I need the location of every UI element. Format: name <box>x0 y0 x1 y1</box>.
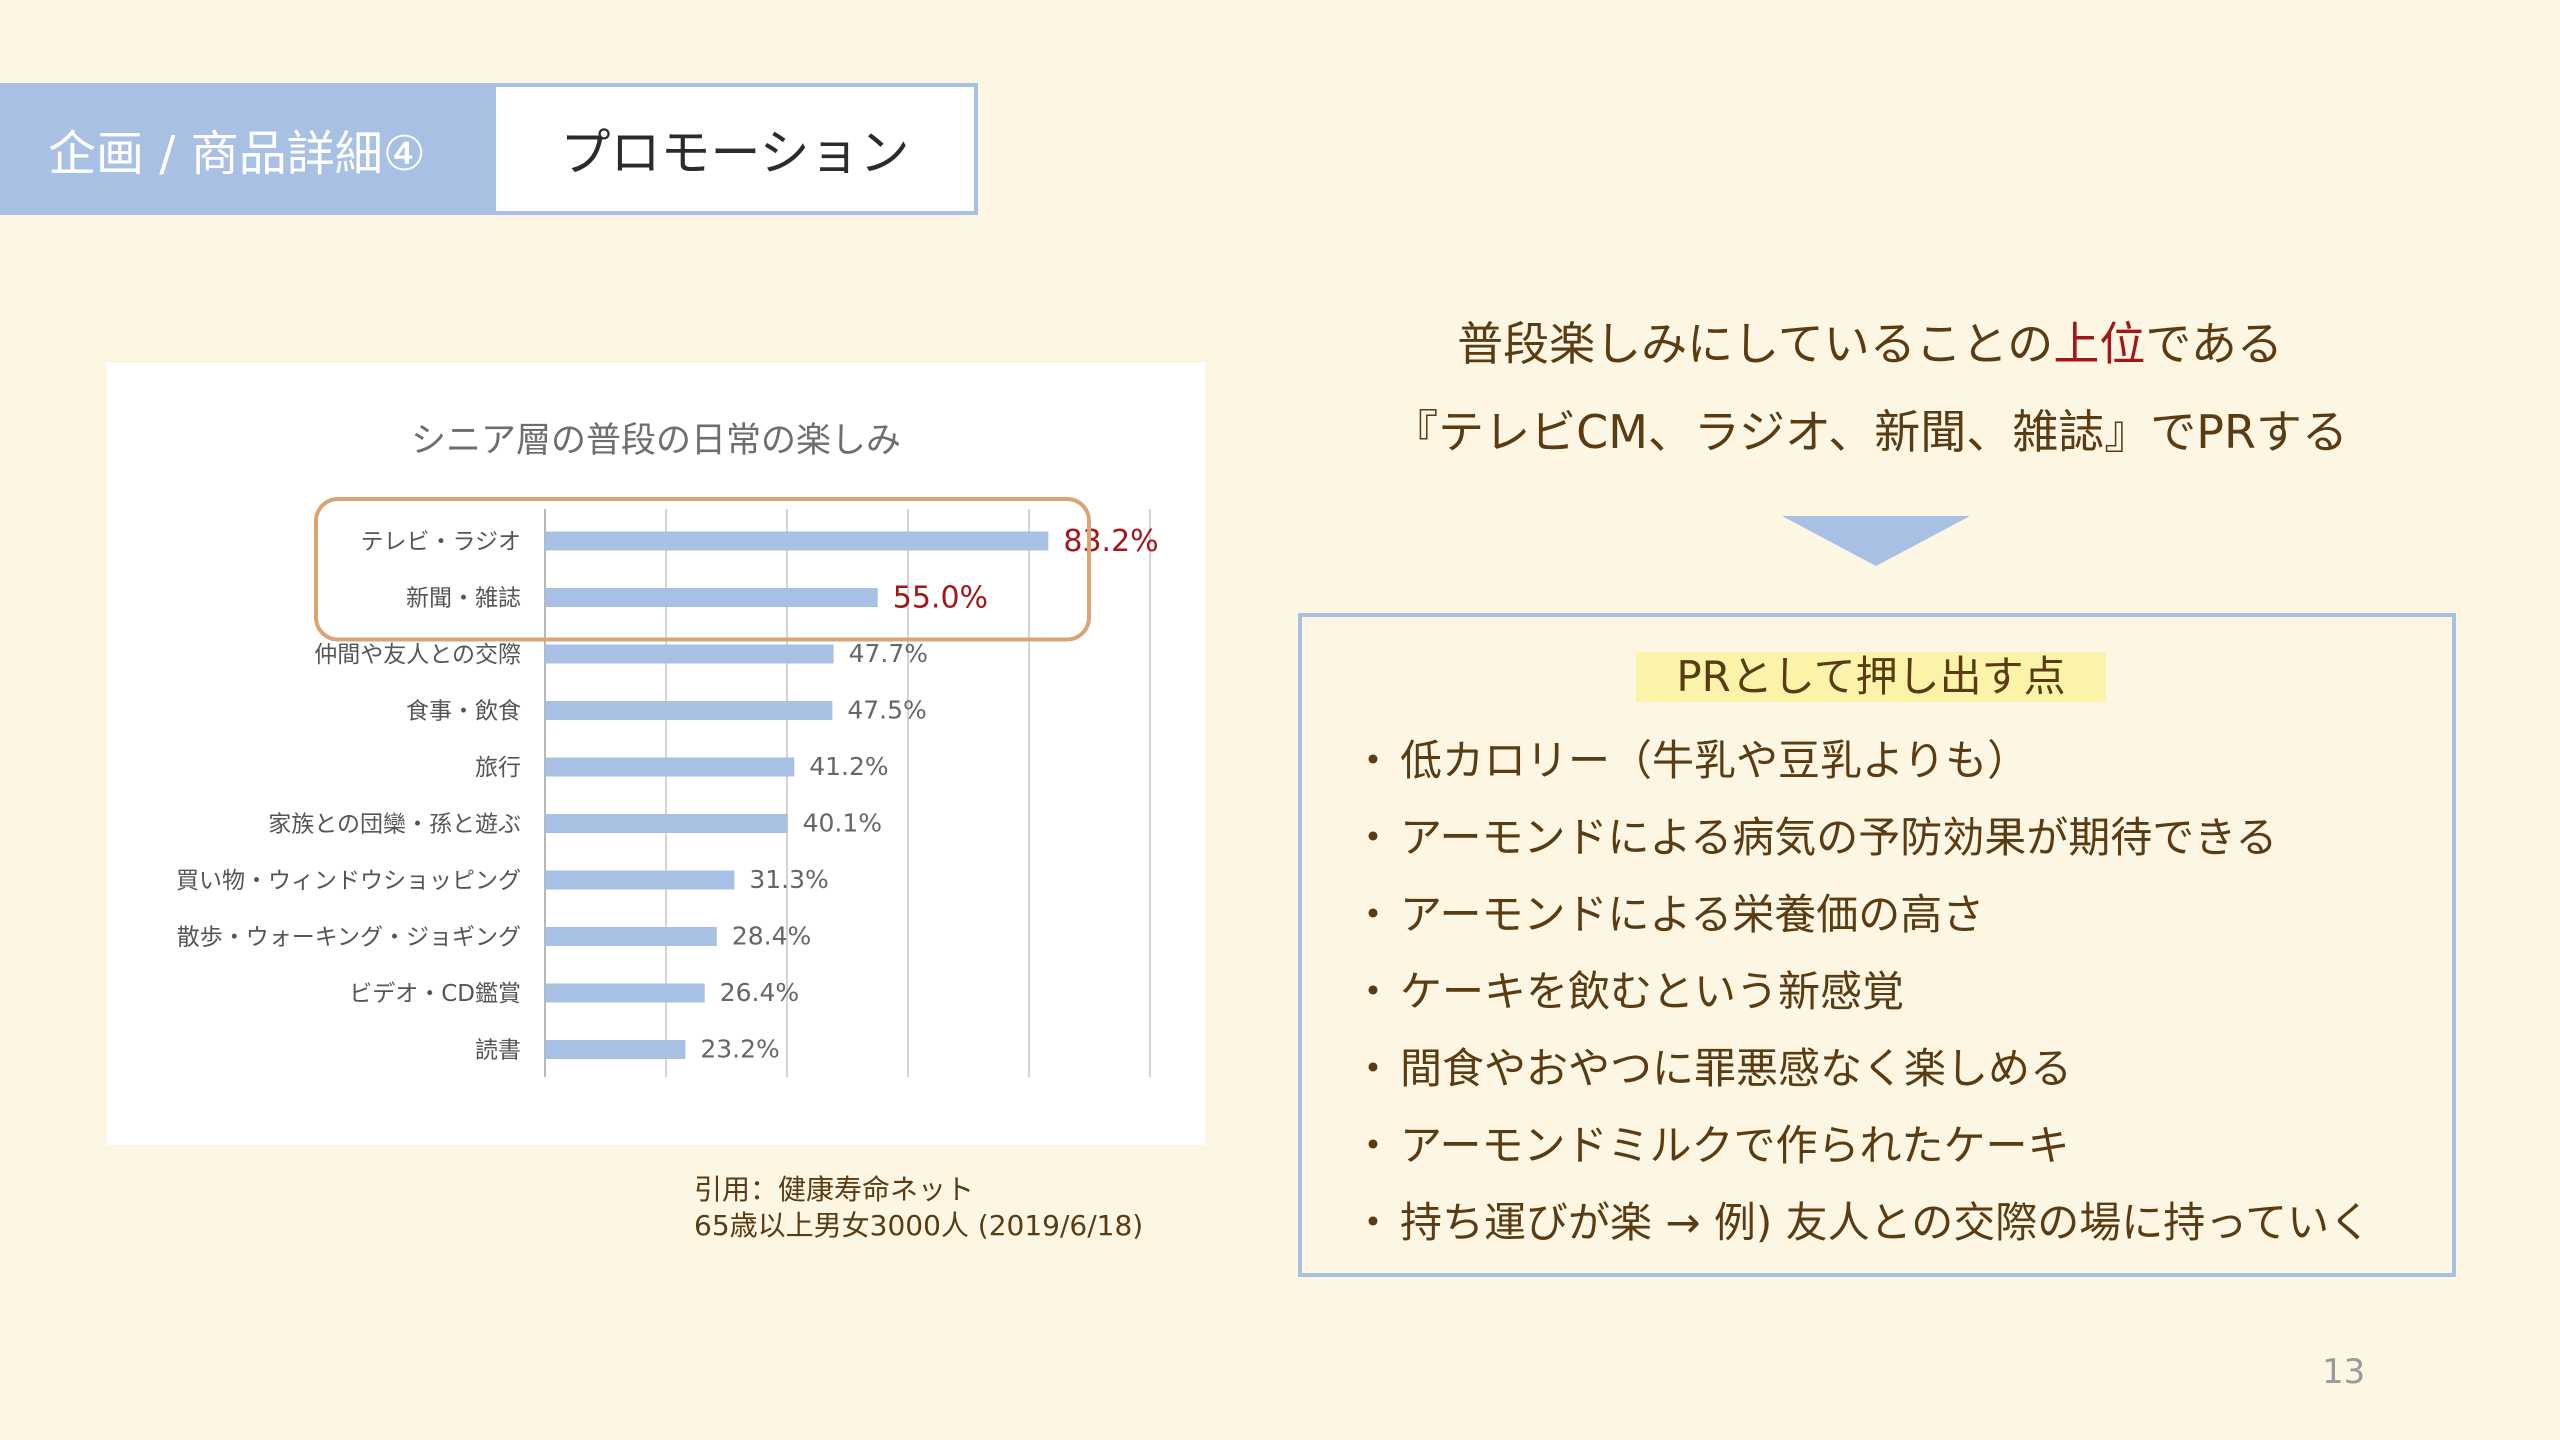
section-title: 企画 / 商品詳細④ <box>48 126 426 182</box>
value-label: 40.1% <box>803 809 882 838</box>
pr-points-list: ・低カロリー（牛乳や豆乳よりも） ・アーモンドによる病気の予防効果が期待できる … <box>1352 722 2371 1261</box>
bar <box>545 757 795 777</box>
pr-point-text: 間食やおやつに罪悪感なく楽しめる <box>1400 1044 2073 1093</box>
chart-card: シニア層の普段の日常の楽しみ テレビ・ラジオ 83.2% 新聞・雑誌 55.0% 仲間や… <box>107 363 1205 1145</box>
category-label: 読書 <box>475 1038 521 1064</box>
topic-tab: プロモーション <box>492 83 978 215</box>
category-label: 仲間や友人との交際 <box>314 642 521 668</box>
bullet-icon: ・ <box>1352 1121 1395 1170</box>
section-tab: 企画 / 商品詳細④ <box>0 83 492 215</box>
pr-point: ・アーモンドによる栄養価の高さ <box>1352 876 2371 953</box>
bullet-icon: ・ <box>1352 1044 1395 1093</box>
bar <box>545 870 735 890</box>
pr-point-text: ケーキを飲むという新感覚 <box>1400 967 1905 1016</box>
pr-point: ・低カロリー（牛乳や豆乳よりも） <box>1352 722 2371 799</box>
headline-line1: 普段楽しみにしていることの上位である <box>1290 300 2450 388</box>
pr-point-text: 低カロリー（牛乳や豆乳よりも） <box>1400 736 2030 785</box>
pr-title: PRとして押し出す点 <box>1636 652 2106 702</box>
bullet-icon: ・ <box>1352 736 1395 785</box>
pr-point-text: アーモンドによる病気の予防効果が期待できる <box>1400 813 2278 862</box>
bar <box>545 588 878 607</box>
citation-survey: 65歳以上男女3000人 (2019/6/18) <box>694 1209 1144 1242</box>
pr-point: ・アーモンドによる病気の予防効果が期待できる <box>1352 799 2371 876</box>
category-label: 旅行 <box>475 755 521 781</box>
pr-point: ・持ち運びが楽 → 例) 友人との交際の場に持っていく <box>1352 1184 2371 1261</box>
value-label: 26.4% <box>720 978 799 1007</box>
bar <box>545 814 788 833</box>
category-label: 家族との団欒・孫と遊ぶ <box>268 812 521 838</box>
bullet-icon: ・ <box>1352 813 1395 862</box>
value-label: 41.2% <box>809 752 888 781</box>
pr-point: ・ケーキを飲むという新感覚 <box>1352 953 2371 1030</box>
pr-point: ・間食やおやつに罪悪感なく楽しめる <box>1352 1030 2371 1107</box>
pr-point-text: アーモンドによる栄養価の高さ <box>1400 890 1985 939</box>
category-label: ビデオ・CD鑑賞 <box>349 981 521 1007</box>
category-label: テレビ・ラジオ <box>360 529 521 555</box>
bullet-icon: ・ <box>1352 890 1395 939</box>
bar <box>545 1040 686 1059</box>
bullet-icon: ・ <box>1352 1198 1395 1247</box>
pr-points-box <box>1298 613 2456 1277</box>
bar <box>545 927 717 946</box>
pr-point-text: 持ち運びが楽 → 例) 友人との交際の場に持っていく <box>1400 1198 2372 1247</box>
headline-highlight: 上位 <box>2053 317 2146 371</box>
bar <box>545 644 834 664</box>
category-label: 散歩・ウォーキング・ジョギング <box>177 925 521 951</box>
headline-line2: 『テレビCM、ラジオ、新聞、雑誌』でPRする <box>1392 405 2348 459</box>
value-label: 47.7% <box>849 639 928 668</box>
pr-point: ・アーモンドミルクで作られたケーキ <box>1352 1107 2371 1184</box>
chart-title: シニア層の普段の日常の楽しみ <box>411 421 901 461</box>
bar <box>545 701 833 720</box>
bar-chart: シニア層の普段の日常の楽しみ テレビ・ラジオ 83.2% 新聞・雑誌 55.0% 仲間や… <box>176 421 1159 1077</box>
value-label: 31.3% <box>749 865 828 894</box>
value-label: 83.2% <box>1063 524 1158 559</box>
headline-line1-pre: 普段楽しみにしていることの <box>1457 317 2054 371</box>
citation-source: 引用：健康寿命ネット <box>694 1173 975 1206</box>
category-label: 買い物・ウィンドウショッピング <box>176 868 521 894</box>
citation: 引用：健康寿命ネット 65歳以上男女3000人 (2019/6/18) <box>694 1172 1143 1244</box>
value-label: 55.0% <box>893 581 988 616</box>
headline: 普段楽しみにしていることの上位である 『テレビCM、ラジオ、新聞、雑誌』でPRす… <box>1290 300 2450 476</box>
value-label: 47.5% <box>847 696 926 725</box>
down-arrow-icon <box>1782 516 1970 566</box>
bar <box>545 531 1049 551</box>
highlight-box <box>314 497 1091 642</box>
pr-point-text: アーモンドミルクで作られたケーキ <box>1400 1121 2070 1170</box>
category-label: 新聞・雑誌 <box>406 586 521 612</box>
value-label: 28.4% <box>732 922 811 951</box>
page-number: 13 <box>2322 1352 2366 1392</box>
headline-line1-post: である <box>2145 317 2283 371</box>
bar <box>545 983 705 1003</box>
bullet-icon: ・ <box>1352 967 1395 1016</box>
category-label: 食事・飲食 <box>406 699 521 725</box>
topic-title: プロモーション <box>560 124 910 182</box>
value-label: 23.2% <box>700 1035 779 1064</box>
